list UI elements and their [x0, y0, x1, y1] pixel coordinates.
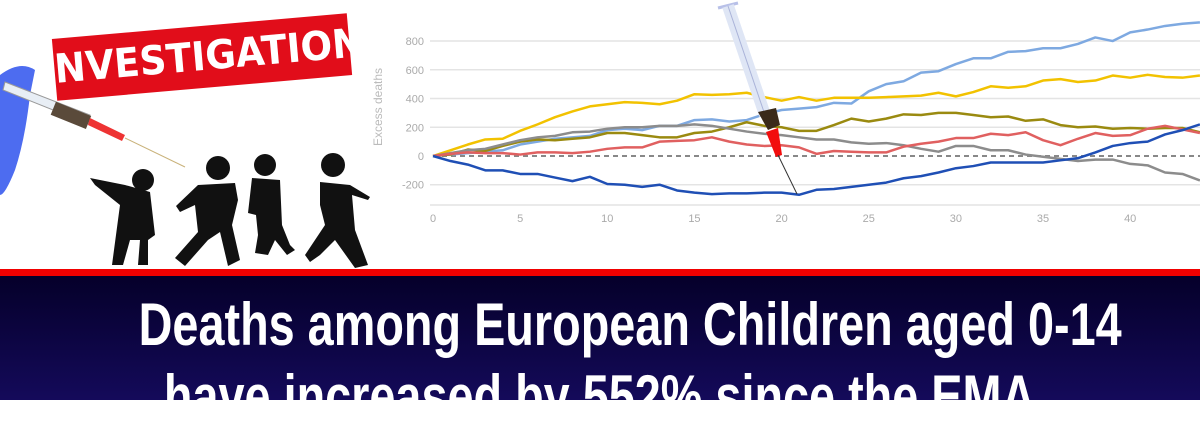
headline-text-2: have increased by 552% since the EMA — [164, 363, 1036, 430]
headline-line-2: have increased by 552% since the EMA — [0, 362, 1200, 431]
x-tick-label: 10 — [601, 213, 613, 225]
x-tick-label: 20 — [775, 213, 787, 225]
series-line-3 — [432, 111, 1200, 158]
headline-text-1: Deaths among European Children aged 0-14 — [138, 291, 1122, 358]
children-silhouettes — [90, 153, 370, 268]
y-tick-label: 400 — [406, 94, 424, 106]
hero-image: -200 0 200 400 600 800 0 5 10 15 20 25 30 35 40 INVEST… — [0, 0, 1200, 270]
series-line-1 — [432, 21, 1200, 158]
x-tick-label: 0 — [430, 213, 436, 225]
y-tick-label: -200 — [402, 180, 424, 192]
x-tick-label: 15 — [688, 213, 700, 225]
excess-deaths-chart: -200 0 200 400 600 800 0 5 10 15 20 25 30 35 40 — [0, 1, 1200, 268]
y-axis-label: Excess deaths — [371, 67, 385, 147]
syringe-illustration — [717, 1, 798, 195]
y-tick-label: 600 — [406, 65, 424, 77]
series-line-4 — [432, 123, 1200, 182]
x-tick-label: 35 — [1037, 213, 1049, 225]
series-line-2 — [432, 73, 1200, 158]
y-tick-label: 200 — [406, 122, 424, 134]
gloved-hand-syringe-illustration — [0, 66, 186, 195]
x-tick-label: 25 — [863, 213, 875, 225]
red-divider — [0, 269, 1200, 276]
y-tick-label: 0 — [418, 151, 424, 163]
x-tick-label: 30 — [950, 213, 962, 225]
y-tick-label: 800 — [406, 36, 424, 48]
series-line-6 — [432, 123, 1200, 197]
headline-band — [0, 276, 1200, 400]
series-line-5 — [432, 124, 1200, 158]
x-tick-label: 5 — [517, 213, 523, 225]
x-tick-label: 40 — [1124, 213, 1136, 225]
headline-line-1: Deaths among European Children aged 0-14 — [0, 290, 1200, 359]
